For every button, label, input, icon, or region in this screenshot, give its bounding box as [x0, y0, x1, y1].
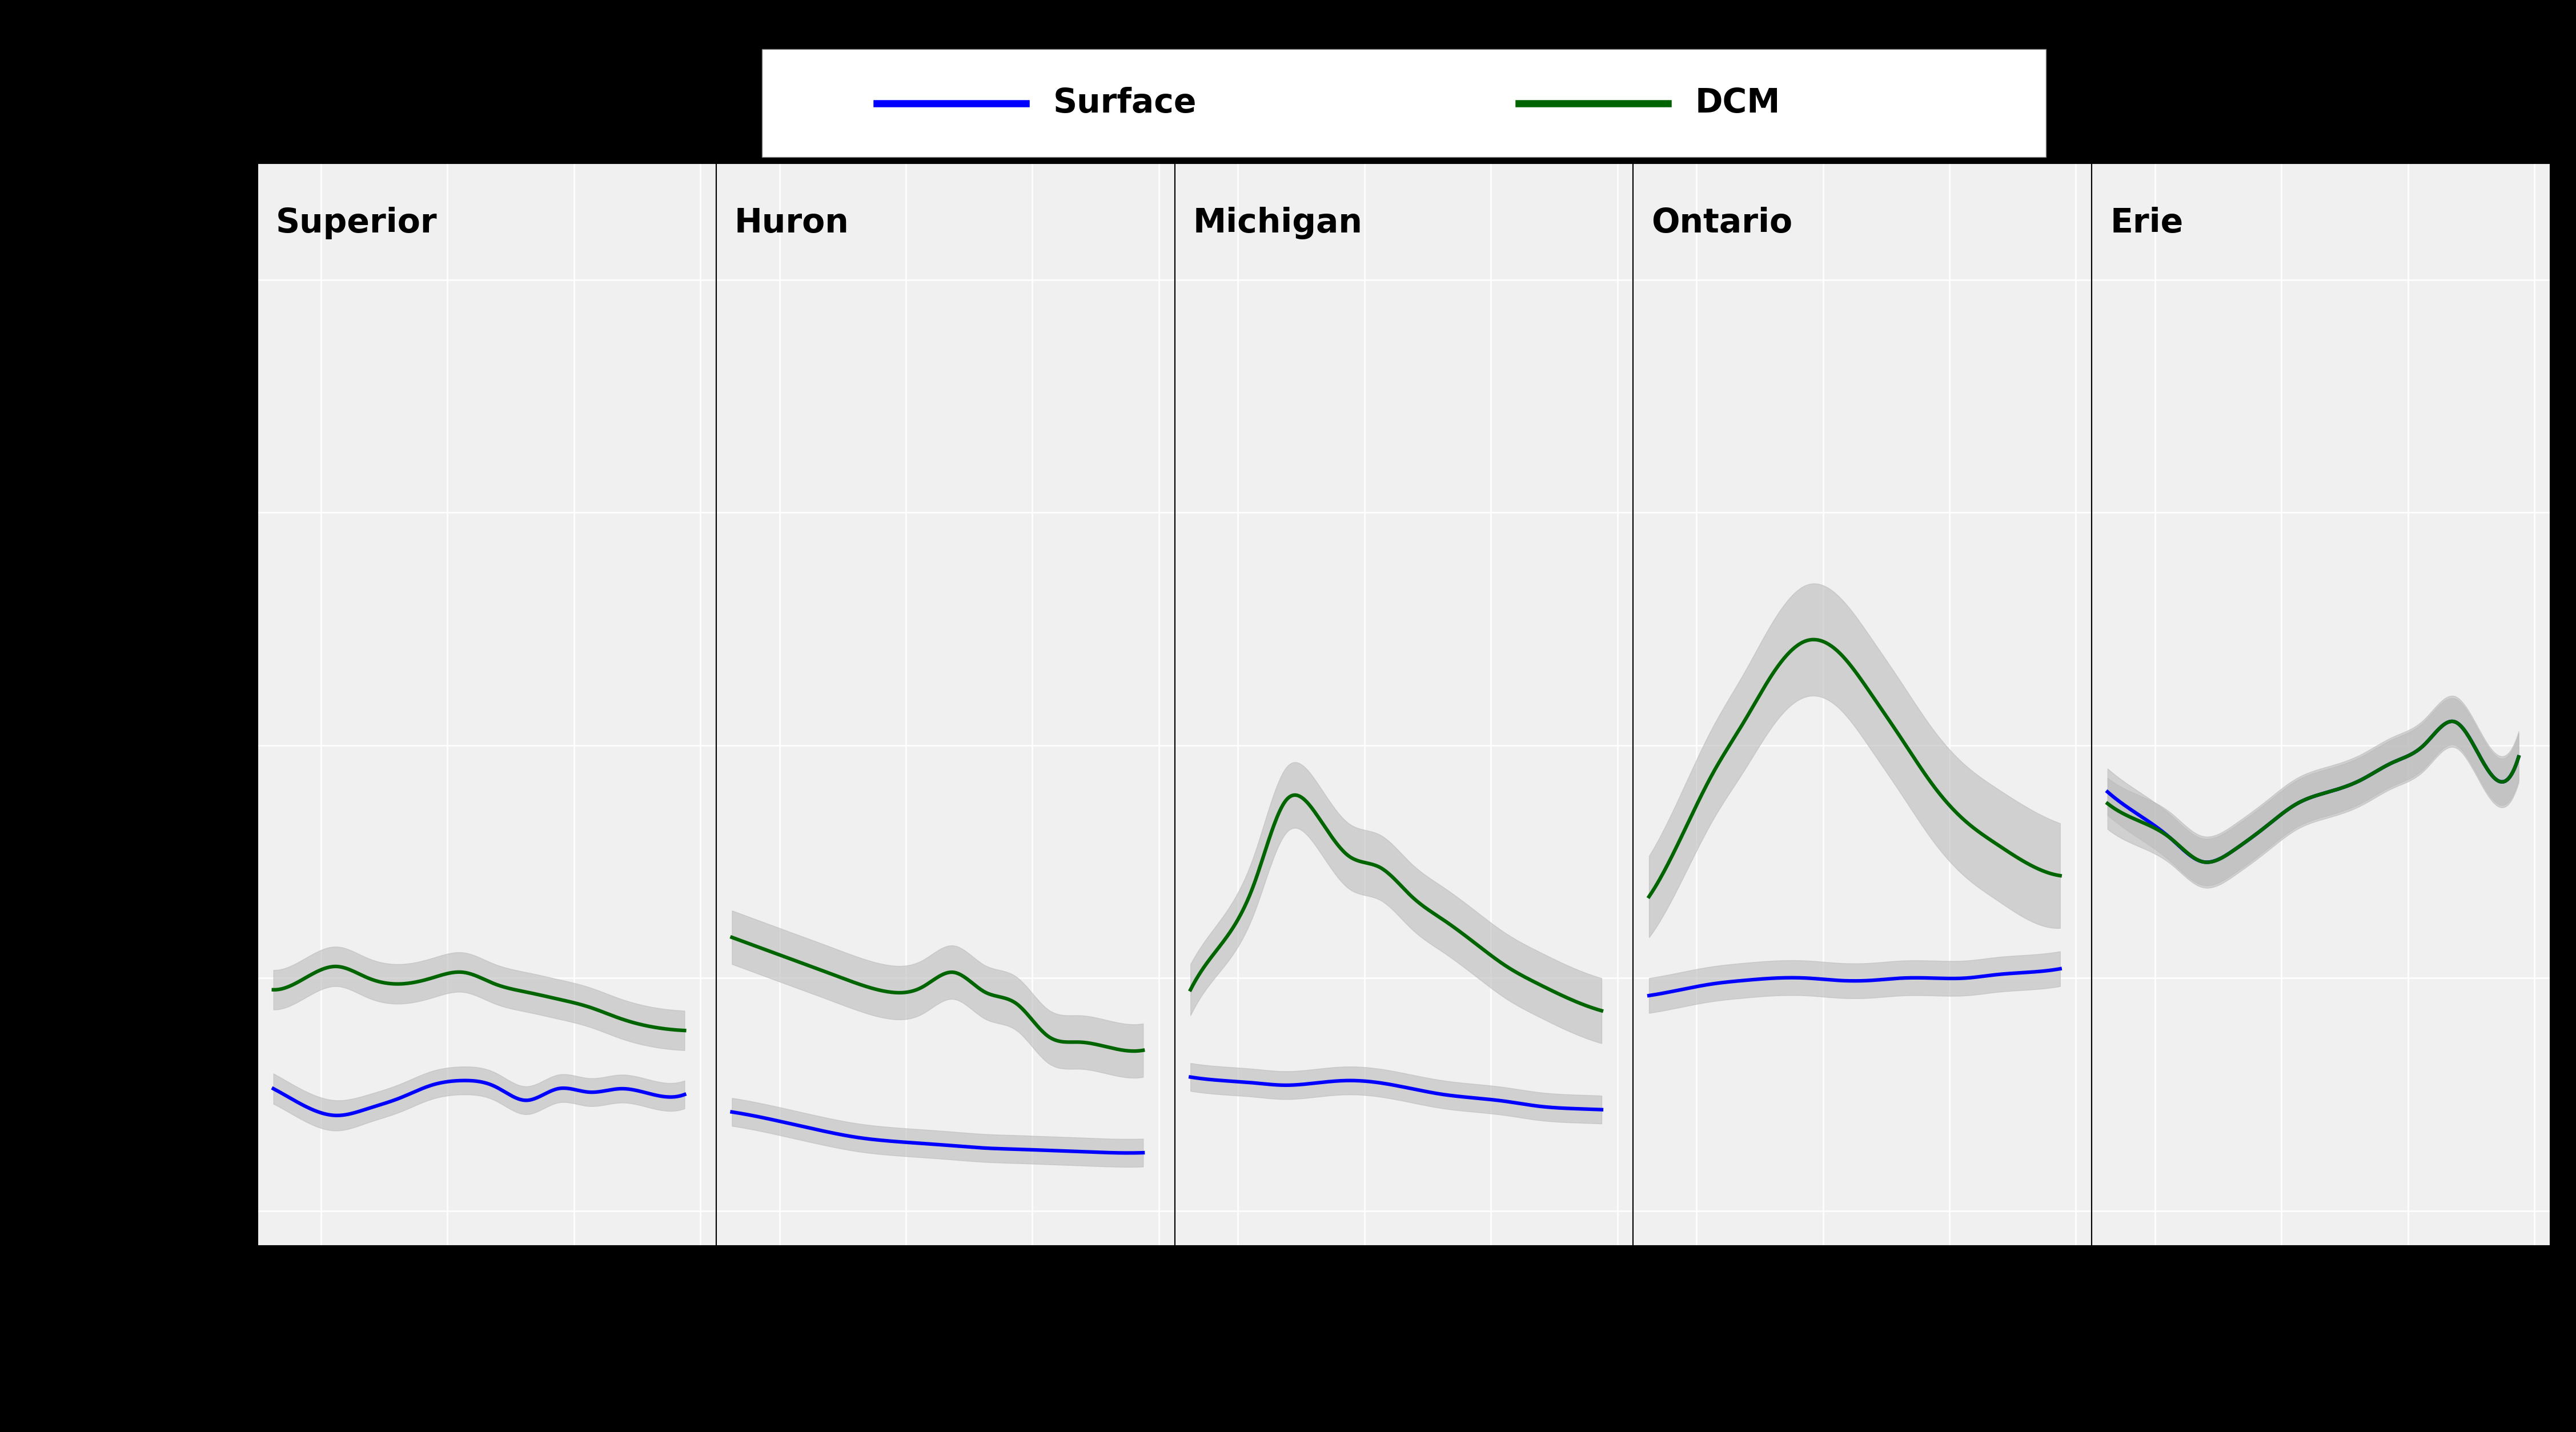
Bar — [762, 49, 2045, 158]
Text: Year: Year — [1360, 1386, 1448, 1421]
Text: DCM: DCM — [1695, 87, 1780, 119]
Text: Surface: Surface — [1054, 87, 1198, 119]
Text: Chlorophyll [μg/L]: Chlorophyll [μg/L] — [98, 538, 134, 894]
